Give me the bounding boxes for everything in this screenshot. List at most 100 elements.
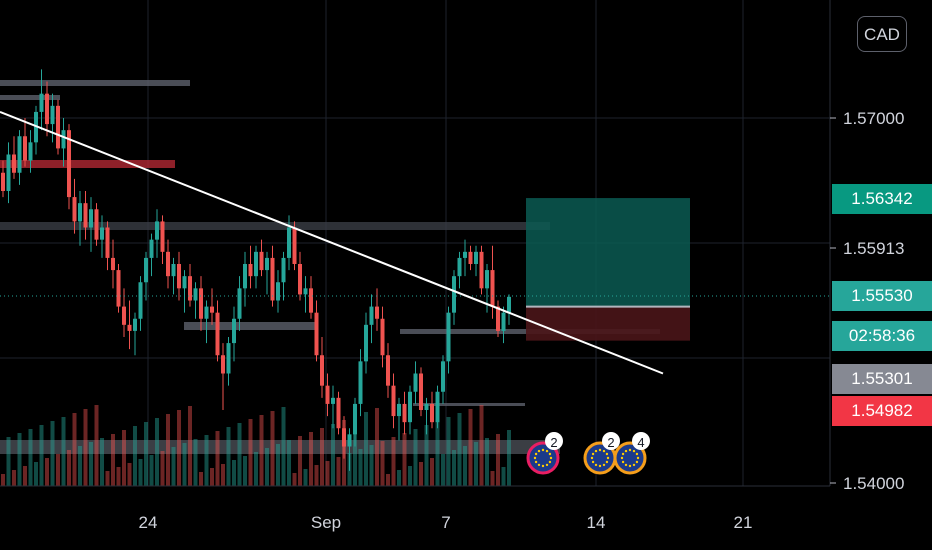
volume-bar <box>17 433 22 486</box>
candle-down <box>342 428 346 447</box>
volume-bar <box>105 471 110 486</box>
take-profit-price-label: 1.56342 <box>832 184 932 214</box>
volume-bar <box>353 416 357 486</box>
y-tick-label: 1.54000 <box>843 474 904 493</box>
candle-down <box>309 288 313 313</box>
volume-bar <box>199 472 203 486</box>
event-count-badge <box>545 432 563 450</box>
candle-up <box>193 288 198 301</box>
candle-up <box>6 154 11 191</box>
volume-bar <box>248 419 253 486</box>
volume-bar <box>314 465 319 486</box>
stop-loss-price-label: 1.54982 <box>832 396 932 426</box>
candle-down <box>12 154 16 173</box>
volume-bar <box>122 430 126 486</box>
eu-star <box>541 448 545 452</box>
volume-bar <box>149 455 154 486</box>
volume-bar <box>441 454 445 486</box>
volume-bar <box>320 428 324 486</box>
volume-bar <box>23 466 27 486</box>
candle-up <box>144 257 148 283</box>
candle-down <box>177 264 181 289</box>
volume-bar <box>28 429 33 486</box>
candle-up <box>347 434 352 447</box>
candle-down <box>160 221 165 252</box>
volume-bar <box>336 457 341 486</box>
volume-bar <box>221 464 225 486</box>
eu-star <box>635 452 639 456</box>
eu-star <box>591 452 595 456</box>
eu-star <box>548 452 552 456</box>
economic-events[interactable]: 2 2 4 <box>526 432 650 475</box>
candle-up <box>452 276 456 313</box>
eu-star <box>537 463 541 467</box>
volume-bar <box>496 434 500 486</box>
candle-down <box>490 270 495 307</box>
volume-bar <box>166 414 170 486</box>
candle-down <box>23 136 27 161</box>
eu-star <box>628 464 632 468</box>
candle-up <box>485 270 489 289</box>
eu-star <box>545 449 549 453</box>
event-marker[interactable]: 4 <box>613 432 650 475</box>
price-level-band <box>0 80 190 86</box>
eu-star <box>594 449 598 453</box>
eu-star <box>533 456 537 460</box>
eu-star <box>620 456 624 460</box>
candle-down <box>419 373 423 410</box>
event-marker[interactable]: 2 <box>583 432 620 475</box>
volume-bar <box>364 412 368 486</box>
candle-up <box>435 391 440 423</box>
volume-bar <box>270 411 275 486</box>
candle-up <box>254 251 258 277</box>
volume-bar <box>177 410 181 486</box>
volume-bar <box>375 408 379 486</box>
candle-down <box>122 306 126 325</box>
eu-star <box>594 463 598 467</box>
eu-star <box>534 460 538 464</box>
volume-bar <box>50 421 55 486</box>
volume-bar <box>1 474 5 486</box>
volume-bar <box>89 442 93 486</box>
candle-up <box>397 403 401 417</box>
currency-button[interactable]: CAD <box>857 16 907 52</box>
candle-up <box>474 251 478 264</box>
volume-bars <box>1 405 511 486</box>
event-count-badge <box>632 432 650 450</box>
candle-up <box>281 257 286 283</box>
current-price-label: 1.55530 <box>832 281 932 311</box>
volume-bar <box>254 452 258 486</box>
candle-up <box>501 312 506 331</box>
x-tick-label: 7 <box>441 513 450 532</box>
volume-bar <box>485 438 489 486</box>
candle-up <box>276 282 280 301</box>
volume-bar <box>424 425 429 486</box>
volume-bar <box>210 468 214 486</box>
volume-bar <box>193 439 198 486</box>
eu-flag-icon <box>613 441 647 475</box>
volume-bar <box>39 425 44 486</box>
volume-bar <box>501 467 506 486</box>
candle-up <box>78 203 82 222</box>
eu-star <box>605 452 609 456</box>
volume-bar <box>204 435 209 486</box>
candle-up <box>446 312 451 362</box>
eu-star <box>541 464 545 468</box>
candle-down <box>72 197 77 222</box>
volume-bar <box>402 433 407 486</box>
volume-bar <box>446 417 451 486</box>
eu-star <box>602 463 606 467</box>
candle-up <box>353 403 357 435</box>
event-marker[interactable]: 2 <box>526 432 563 475</box>
volume-bar <box>127 463 132 486</box>
candle-up <box>303 288 308 295</box>
candle-down <box>45 93 49 125</box>
volume-bar <box>12 470 16 486</box>
volume-bar <box>144 422 148 486</box>
volume-bar <box>430 458 434 486</box>
candle-up <box>133 318 137 331</box>
volume-bar <box>325 461 330 486</box>
eu-star <box>548 460 552 464</box>
eu-star <box>635 460 639 464</box>
